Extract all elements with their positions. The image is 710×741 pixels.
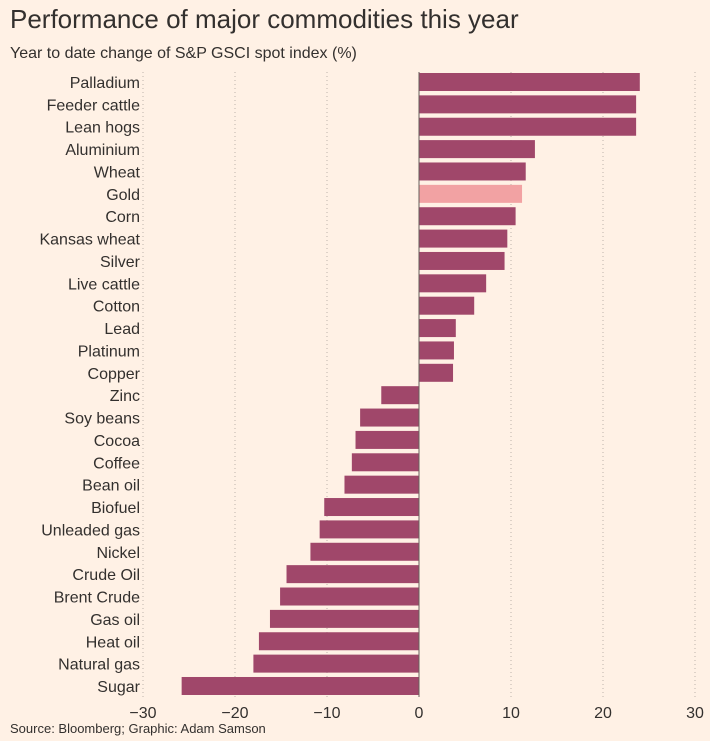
bar-palladium [419,73,640,91]
bar-cocoa [355,430,419,449]
x-tick-labels: −30 −20 −10 0 10 20 30 [129,705,704,722]
category-label: Soy beans [64,411,140,428]
category-label: Brent Crude [54,590,140,607]
x-tick-label: 30 [686,705,704,722]
bar-gas-oil [269,609,419,628]
bar-gold [419,184,523,203]
category-label: Biofuel [91,500,140,517]
chart-subtitle: Year to date change of S&P GSCI spot ind… [10,45,357,62]
bar-aluminium [419,140,535,159]
x-tick-label: 10 [502,705,520,722]
bar-platinum [419,341,454,360]
bar-copper [419,363,454,382]
category-label: Unleaded gas [41,522,140,539]
category-label: Palladium [70,75,140,92]
category-label: Aluminium [65,142,140,159]
bar-crude-oil [286,565,419,584]
x-tick-label: 20 [594,705,612,722]
bar-coffee [351,453,419,472]
source-note: Source: Bloomberg; Graphic: Adam Samson [10,721,266,736]
bar-live-cattle [419,274,487,293]
x-tick-label: −20 [221,705,248,722]
category-label: Silver [100,254,141,271]
bar-soy-beans [360,408,419,427]
bar-biofuel [324,498,419,517]
x-tick-label: −30 [129,705,156,722]
bar-silver [419,251,505,270]
chart-title: Performance of major commodities this ye… [10,4,519,34]
bar-bean-oil [344,475,419,494]
category-label: Sugar [97,679,140,696]
category-label: Corn [105,209,140,226]
bars [181,73,640,695]
category-label: Gas oil [90,612,140,629]
category-labels: Palladium Feeder cattle Lean hogs Aluminium… [39,75,140,696]
category-label: Copper [88,366,141,383]
category-label: Cocoa [94,433,140,450]
x-tick-label: 0 [415,705,424,722]
bar-sugar [181,676,419,695]
grid-lines [142,72,696,697]
category-label: Coffee [93,455,140,472]
category-label: Natural gas [58,657,140,674]
category-label: Feeder cattle [47,97,140,114]
category-label: Crude Oil [72,567,140,584]
category-label: Lead [104,321,140,338]
x-tick-label: −10 [313,705,340,722]
bar-unleaded-gas [319,520,419,539]
bar-natural-gas [253,654,419,673]
bar-lean-hogs [419,117,637,136]
category-label: Bean oil [82,478,140,495]
category-label: Zinc [110,388,140,405]
category-label: Kansas wheat [39,232,140,249]
category-label: Wheat [94,164,141,181]
bar-cotton [419,296,475,315]
category-label: Lean hogs [65,120,140,137]
bar-corn [419,207,516,226]
category-label: Live cattle [68,276,140,293]
bar-wheat [419,162,526,181]
category-label: Heat oil [86,634,140,651]
bar-lead [419,319,456,338]
category-label: Platinum [78,343,140,360]
bar-feeder-cattle [419,95,637,114]
category-label: Nickel [96,545,140,562]
bar-heat-oil [258,632,419,651]
category-label: Cotton [93,299,140,316]
bar-nickel [310,542,419,561]
category-label: Gold [106,187,140,204]
bar-zinc [381,386,419,405]
bar-kansas-wheat [419,229,508,248]
bar-brent-crude [280,587,419,606]
